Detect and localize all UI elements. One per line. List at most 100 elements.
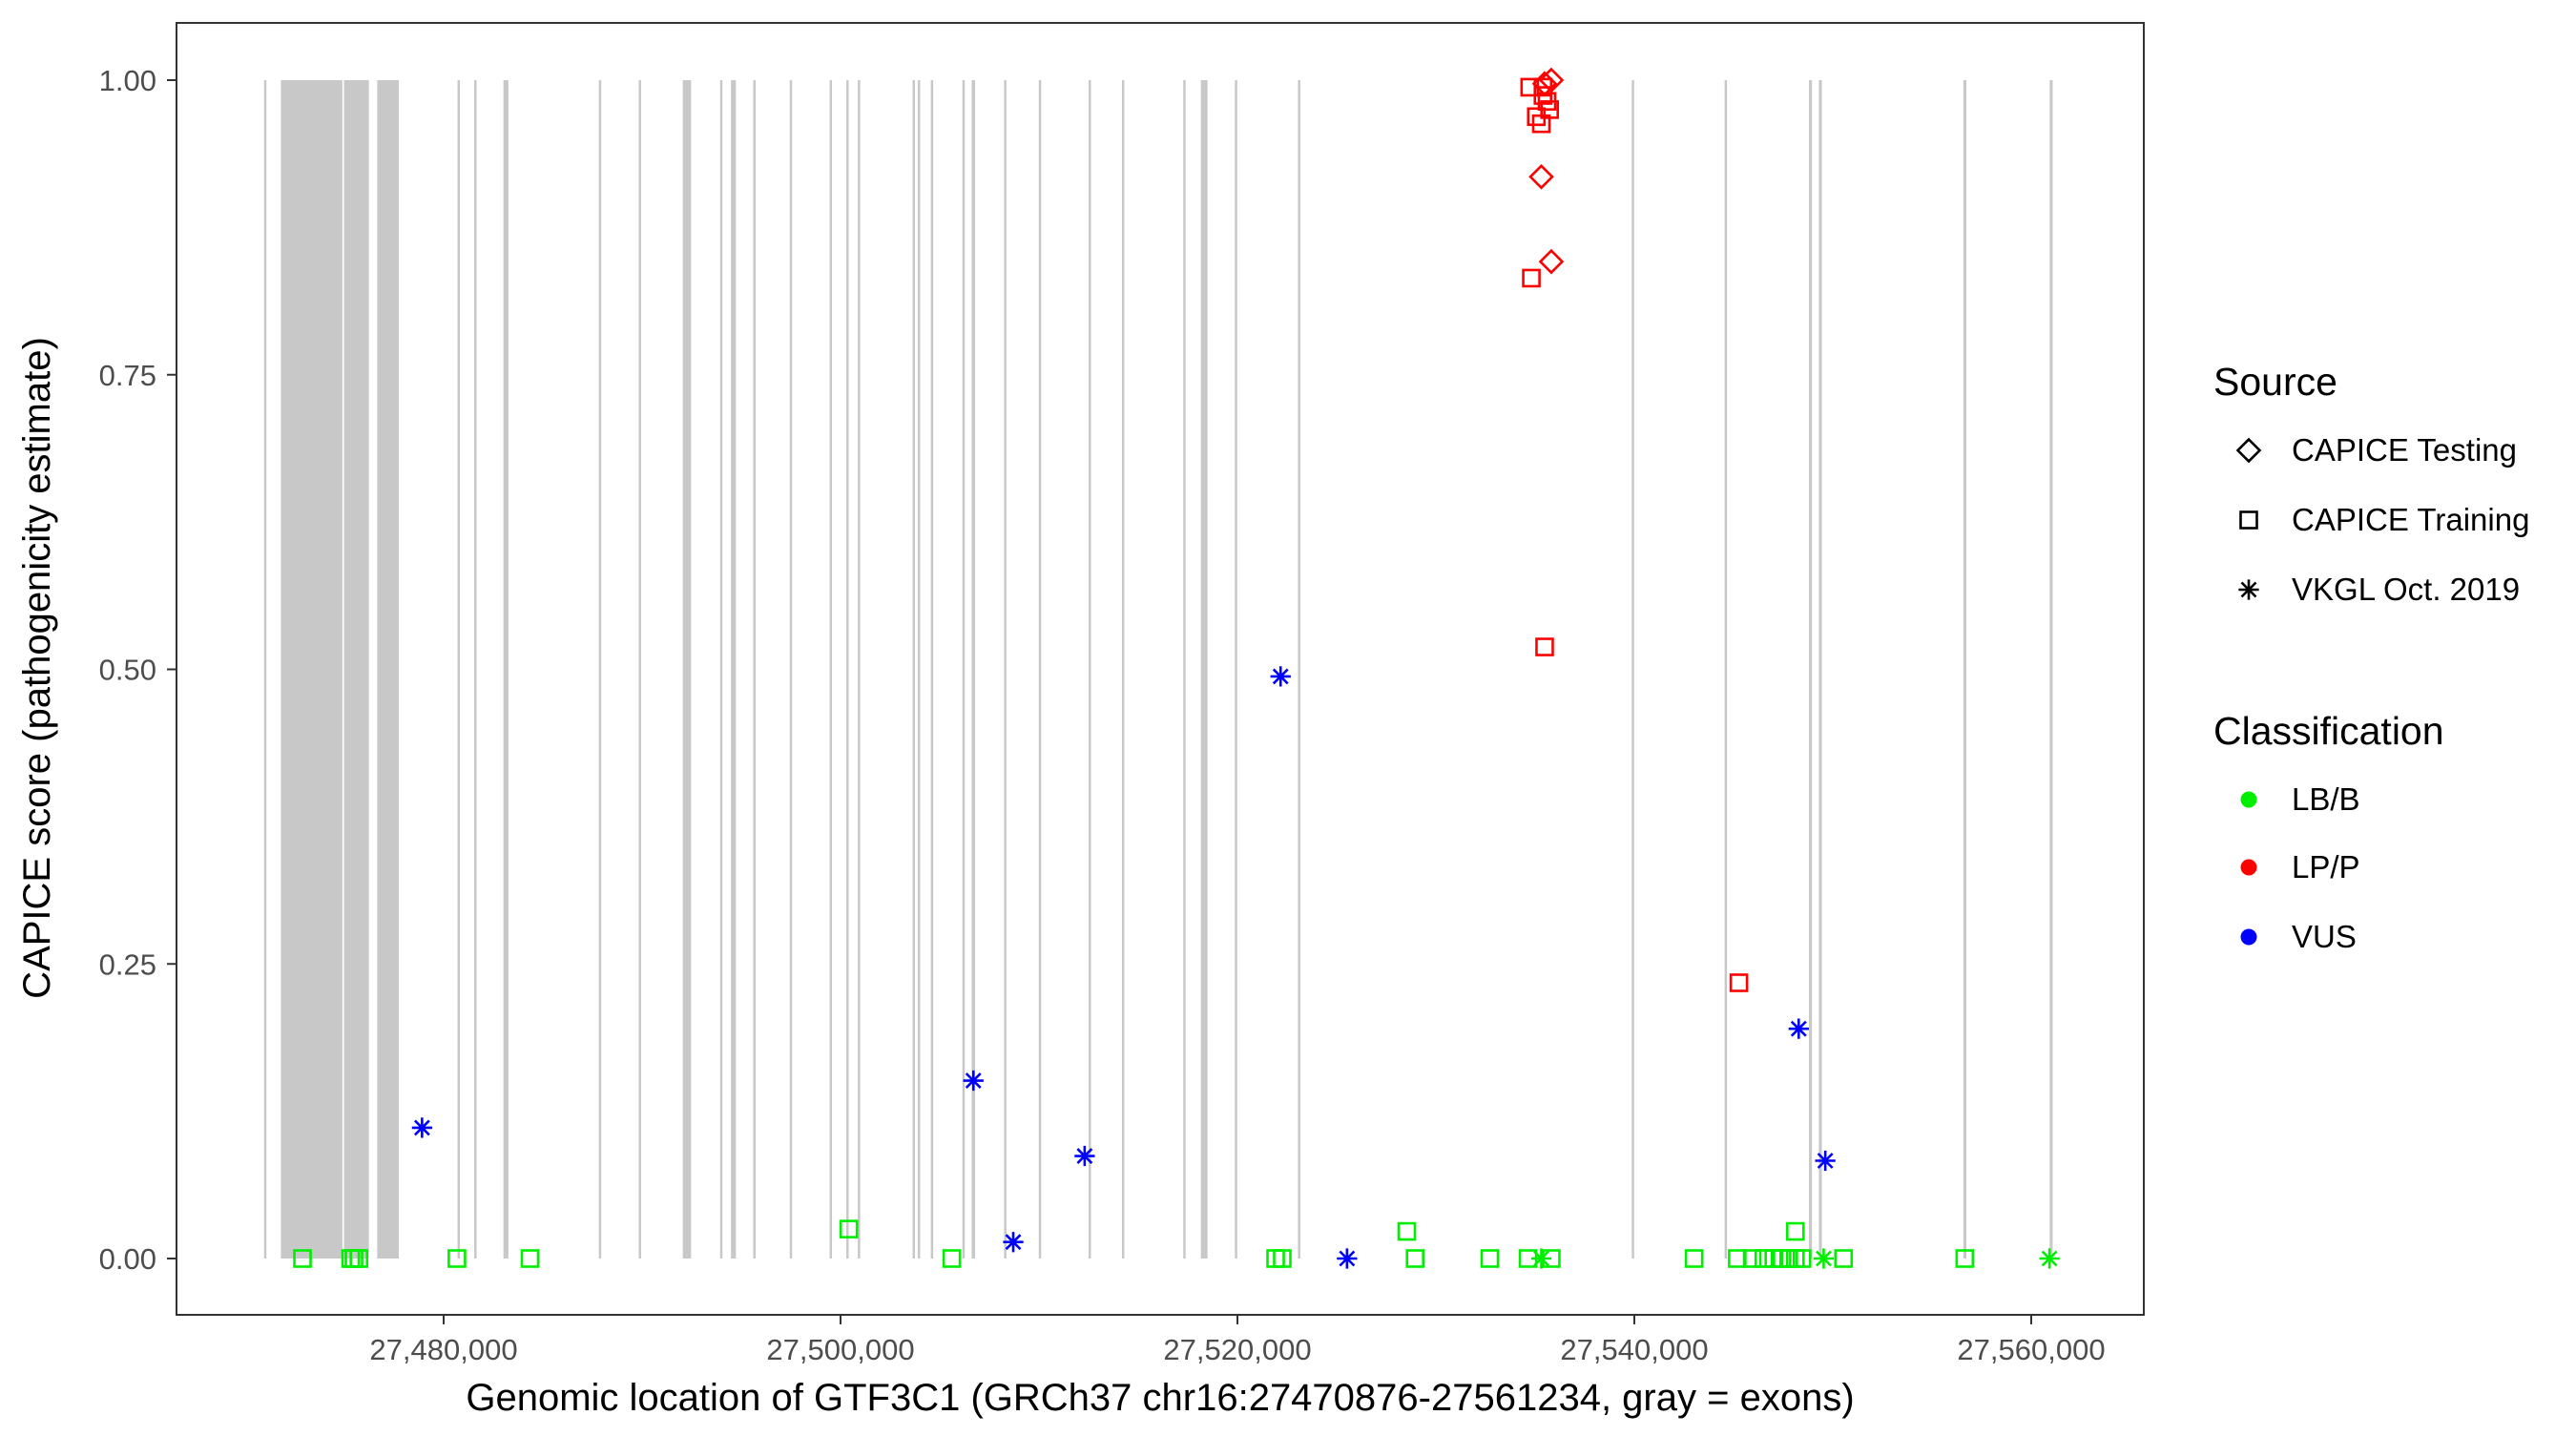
exon-band bbox=[789, 80, 793, 1259]
data-point bbox=[963, 1070, 984, 1092]
legend-label: LP/P bbox=[2292, 849, 2360, 884]
exon-band bbox=[1089, 80, 1091, 1259]
exon-band bbox=[731, 80, 737, 1259]
data-point bbox=[942, 1249, 962, 1268]
exon-band bbox=[930, 80, 934, 1259]
x-tick-label: 27,560,000 bbox=[1957, 1333, 2105, 1366]
data-point bbox=[1542, 1249, 1561, 1268]
x-axis: 27,480,000 27,500,000 27,520,000 27,540,000… bbox=[369, 1315, 2106, 1366]
exon-band bbox=[2049, 80, 2053, 1259]
data-point bbox=[1531, 114, 1551, 134]
data-point bbox=[1270, 666, 1291, 687]
y-axis: 0.00 0.25 0.50 0.75 1.00 bbox=[99, 64, 177, 1276]
legend-label: LB/B bbox=[2292, 781, 2360, 817]
legend-label: VKGL Oct. 2019 bbox=[2292, 572, 2520, 607]
data-point bbox=[1955, 1249, 1975, 1268]
x-axis-title: Genomic location of GTF3C1 (GRCh37 chr16… bbox=[466, 1377, 1854, 1419]
data-point bbox=[1522, 268, 1541, 288]
data-point bbox=[1397, 1221, 1417, 1241]
exon-band bbox=[503, 80, 509, 1259]
plot-panel-border bbox=[176, 22, 2145, 1316]
exon-band bbox=[1298, 80, 1300, 1259]
data-point bbox=[1530, 1248, 1552, 1269]
data-point bbox=[2039, 1248, 2060, 1269]
exon-band bbox=[1004, 80, 1007, 1259]
exon-band bbox=[1121, 80, 1125, 1259]
y-tick-label: 0.25 bbox=[99, 947, 156, 981]
exon-band bbox=[917, 80, 921, 1259]
y-tick-label: 0.00 bbox=[99, 1242, 156, 1276]
data-point bbox=[1834, 1249, 1854, 1268]
data-point bbox=[1518, 1249, 1538, 1268]
y-axis-title: CAPICE score (pathogenicity estimate) bbox=[16, 337, 58, 999]
legend-symbol-square bbox=[2239, 510, 2258, 530]
exon-band bbox=[962, 80, 966, 1259]
data-point bbox=[1535, 637, 1554, 656]
data-point bbox=[1337, 1248, 1358, 1269]
data-point bbox=[1815, 1150, 1836, 1172]
legend-title-classification: Classification bbox=[2213, 709, 2444, 753]
data-point bbox=[1786, 1221, 1805, 1241]
exon-band bbox=[1818, 80, 1822, 1259]
legend-symbol-asterisk bbox=[2238, 579, 2259, 600]
x-tick-label: 27,520,000 bbox=[1163, 1333, 1311, 1366]
data-point bbox=[1537, 92, 1557, 112]
legend-title-source: Source bbox=[2213, 360, 2337, 404]
y-tick-label: 0.50 bbox=[99, 654, 156, 687]
x-tick-label: 27,500,000 bbox=[766, 1333, 914, 1366]
exon-band bbox=[263, 80, 267, 1259]
exon-band bbox=[1183, 80, 1186, 1259]
data-point bbox=[411, 1117, 432, 1138]
exon-band bbox=[753, 80, 756, 1259]
data-point bbox=[1266, 1249, 1285, 1268]
legend-symbol-dot bbox=[2240, 859, 2257, 876]
exon-band bbox=[1200, 80, 1208, 1259]
data-point bbox=[1528, 163, 1554, 190]
exon-band bbox=[1724, 80, 1728, 1259]
exon-band bbox=[343, 80, 369, 1259]
exon-band bbox=[971, 80, 975, 1259]
data-point bbox=[1538, 248, 1565, 275]
data-point bbox=[1684, 1249, 1704, 1268]
legend-label: CAPICE Training bbox=[2292, 502, 2529, 537]
data-point bbox=[1273, 1249, 1292, 1268]
legend-symbol-dot bbox=[2240, 928, 2257, 946]
exon-band bbox=[1809, 80, 1813, 1259]
data-point bbox=[1480, 1249, 1500, 1268]
data-point bbox=[1788, 1018, 1809, 1039]
exon-band bbox=[1631, 80, 1634, 1259]
exon-band bbox=[1235, 80, 1237, 1259]
exon-band bbox=[280, 80, 343, 1259]
data-point bbox=[349, 1249, 369, 1268]
exon-band bbox=[638, 80, 641, 1259]
data-point bbox=[1074, 1145, 1095, 1167]
data-point bbox=[1742, 1249, 1762, 1268]
y-tick-label: 1.00 bbox=[99, 64, 156, 97]
exon-bands bbox=[263, 80, 2053, 1259]
legend-label: VUS bbox=[2292, 919, 2357, 954]
data-point bbox=[293, 1249, 312, 1268]
data-point bbox=[1003, 1232, 1024, 1253]
exon-band bbox=[474, 80, 477, 1259]
exon-band bbox=[682, 80, 692, 1259]
legend: Source Classification CAPICE Testing CAPI… bbox=[2213, 360, 2529, 954]
legend-symbol-dot bbox=[2240, 791, 2257, 808]
exon-band bbox=[377, 80, 400, 1259]
y-tick-label: 0.75 bbox=[99, 359, 156, 392]
data-point bbox=[1729, 973, 1749, 992]
data-point bbox=[1754, 1249, 1774, 1268]
exon-band bbox=[912, 80, 916, 1259]
data-points bbox=[293, 67, 2060, 1269]
exon-band bbox=[829, 80, 833, 1259]
exon-band bbox=[1038, 80, 1042, 1259]
data-point bbox=[1813, 1248, 1835, 1269]
legend-symbol-diamond bbox=[2235, 437, 2262, 464]
exon-band bbox=[846, 80, 849, 1259]
data-point bbox=[520, 1249, 540, 1268]
data-point bbox=[1533, 86, 1553, 105]
x-tick-label: 27,480,000 bbox=[369, 1333, 517, 1366]
exon-band bbox=[598, 80, 602, 1259]
data-point bbox=[447, 1249, 467, 1268]
data-point bbox=[1792, 1249, 1812, 1268]
